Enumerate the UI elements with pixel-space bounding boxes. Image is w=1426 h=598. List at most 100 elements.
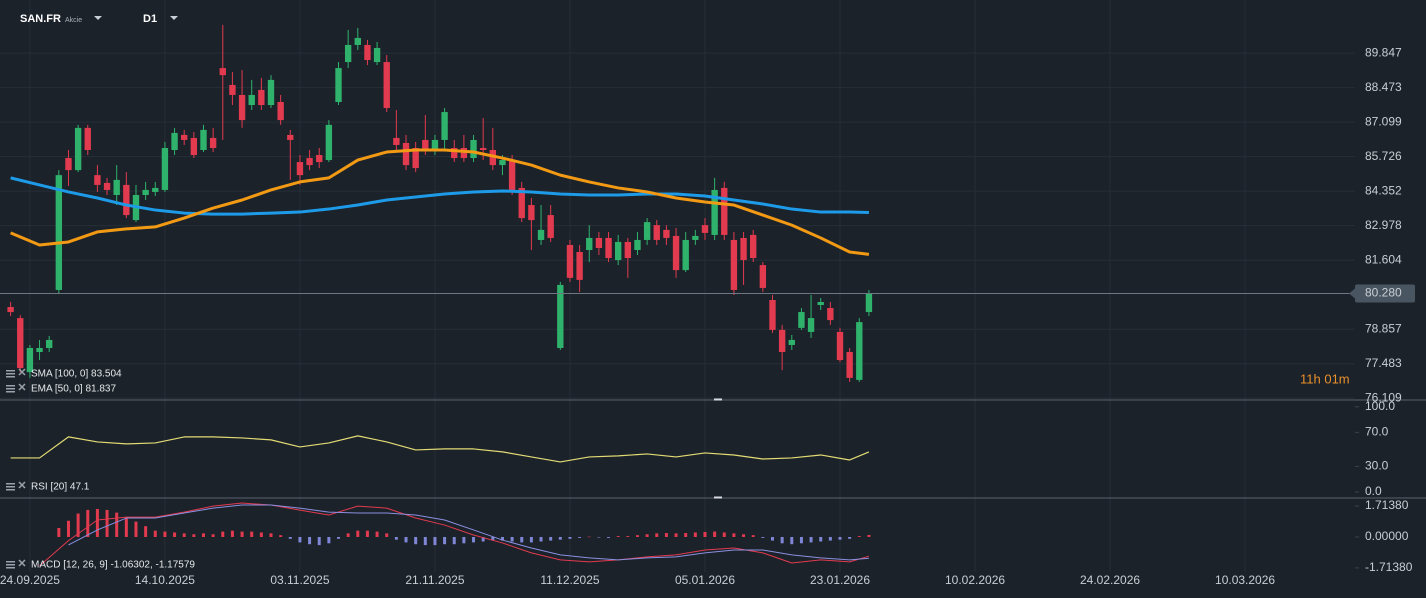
macd-histogram-bar xyxy=(66,520,70,537)
candle-body xyxy=(499,160,506,166)
macd-histogram-bar xyxy=(394,536,398,540)
macd-histogram-bar xyxy=(230,530,234,537)
candle-body xyxy=(287,134,294,140)
candle-body xyxy=(634,239,641,250)
candle-body xyxy=(508,160,516,190)
candle-body xyxy=(17,318,24,369)
macd-histogram-bar xyxy=(433,536,437,546)
instrument-kind: Akcie xyxy=(65,17,82,24)
candle-body xyxy=(7,307,14,313)
settings-icon[interactable] xyxy=(6,373,15,375)
macd-histogram-bar xyxy=(713,531,717,537)
settings-icon[interactable] xyxy=(6,483,15,485)
candle-body xyxy=(778,329,786,353)
macd-histogram-bar xyxy=(288,536,292,539)
legend-label: EMA [50, 0] 81.837 xyxy=(31,384,116,395)
candle-body xyxy=(441,112,448,140)
candle-body xyxy=(615,241,622,261)
candle-body xyxy=(547,215,554,238)
candle-body xyxy=(123,184,130,216)
x-tick-label: 05.01.2026 xyxy=(675,573,735,587)
y-tick-label: 100.0 xyxy=(1365,399,1395,413)
candle-body xyxy=(740,237,747,261)
x-tick-label: 24.09.2025 xyxy=(0,573,60,587)
settings-icon[interactable] xyxy=(6,376,15,378)
legend-label: SMA [100, 0] 83.504 xyxy=(31,369,122,380)
macd-histogram-bar xyxy=(327,536,331,544)
macd-histogram-bar xyxy=(799,536,803,544)
candle-body xyxy=(402,142,410,166)
candle-body xyxy=(200,129,207,150)
y-tick-label: 78.857 xyxy=(1365,321,1402,335)
macd-histogram-bar xyxy=(761,536,765,538)
macd-line xyxy=(68,504,869,561)
candle-body xyxy=(856,322,863,380)
macd-histogram-bar xyxy=(568,536,572,539)
timeframe[interactable]: D1 xyxy=(143,13,157,25)
candle-body xyxy=(219,68,226,76)
candle-body xyxy=(229,84,236,95)
y-tick-label: 0.00000 xyxy=(1365,529,1409,543)
candle-body xyxy=(181,134,188,140)
remove-icon[interactable] xyxy=(18,559,26,567)
macd-histogram-bar xyxy=(664,533,668,537)
candle-body xyxy=(84,127,91,150)
macd-histogram-bar xyxy=(770,536,774,541)
candle-body xyxy=(643,222,651,240)
symbol[interactable]: SAN.FR xyxy=(20,13,61,25)
legend-icons xyxy=(6,370,15,569)
macd-histogram-bar xyxy=(452,536,456,545)
y-tick-label: -1.71380 xyxy=(1365,560,1413,574)
settings-icon[interactable] xyxy=(6,567,15,569)
macd-histogram-bar xyxy=(144,526,148,537)
candle-body xyxy=(344,44,352,63)
candle-body xyxy=(730,239,738,290)
y-tick-label: 30.0 xyxy=(1365,459,1389,473)
panel-resize-handle[interactable] xyxy=(714,398,722,401)
macd-histogram-bar xyxy=(443,536,447,545)
settings-icon[interactable] xyxy=(6,489,15,491)
symbol-dropdown[interactable] xyxy=(94,16,102,20)
current-price-pointer xyxy=(1349,288,1355,299)
macd-histogram-bar xyxy=(607,536,611,538)
macd-histogram-bar xyxy=(385,533,389,537)
settings-icon[interactable] xyxy=(6,391,15,393)
settings-icon[interactable] xyxy=(6,370,15,372)
macd-histogram-bar xyxy=(57,527,61,537)
panel-resize-handle[interactable] xyxy=(714,496,722,499)
remove-icon[interactable] xyxy=(18,481,26,489)
settings-icon[interactable] xyxy=(6,388,15,390)
macd-histogram-bar xyxy=(134,521,138,537)
macd-histogram-bar xyxy=(703,531,707,537)
remove-icon[interactable] xyxy=(18,368,26,376)
candle-body xyxy=(296,162,304,176)
macd-histogram-bar xyxy=(809,536,813,543)
macd-histogram-bar xyxy=(693,532,697,537)
candle-body xyxy=(769,300,776,330)
macd-histogram-bar xyxy=(780,536,784,544)
y-tick-label: 0.0 xyxy=(1365,484,1382,498)
y-tick-label: 82.978 xyxy=(1365,218,1402,232)
candle-body xyxy=(451,147,458,159)
remove-icon[interactable] xyxy=(18,383,26,391)
macd-histogram-bar xyxy=(867,534,871,537)
settings-icon[interactable] xyxy=(6,561,15,563)
candle-body xyxy=(190,137,198,156)
y-tick-label: 85.726 xyxy=(1365,149,1402,163)
y-tick-label: 77.483 xyxy=(1365,356,1402,370)
candle-body xyxy=(393,137,400,145)
y-tick-label: 70.0 xyxy=(1365,425,1389,439)
settings-icon[interactable] xyxy=(6,486,15,488)
candle-body xyxy=(325,124,333,161)
macd-histogram-bar xyxy=(423,536,427,546)
macd-histogram-bar xyxy=(500,536,504,541)
macd-histogram-bar xyxy=(529,536,533,543)
settings-icon[interactable] xyxy=(6,385,15,387)
timeframe-dropdown[interactable] xyxy=(170,16,178,20)
candle-body xyxy=(518,187,525,219)
macd-histogram-bar xyxy=(269,533,273,537)
settings-icon[interactable] xyxy=(6,564,15,566)
macd-histogram-bar xyxy=(414,536,418,545)
macd-histogram-bar xyxy=(828,536,832,541)
candle-body xyxy=(306,158,313,166)
